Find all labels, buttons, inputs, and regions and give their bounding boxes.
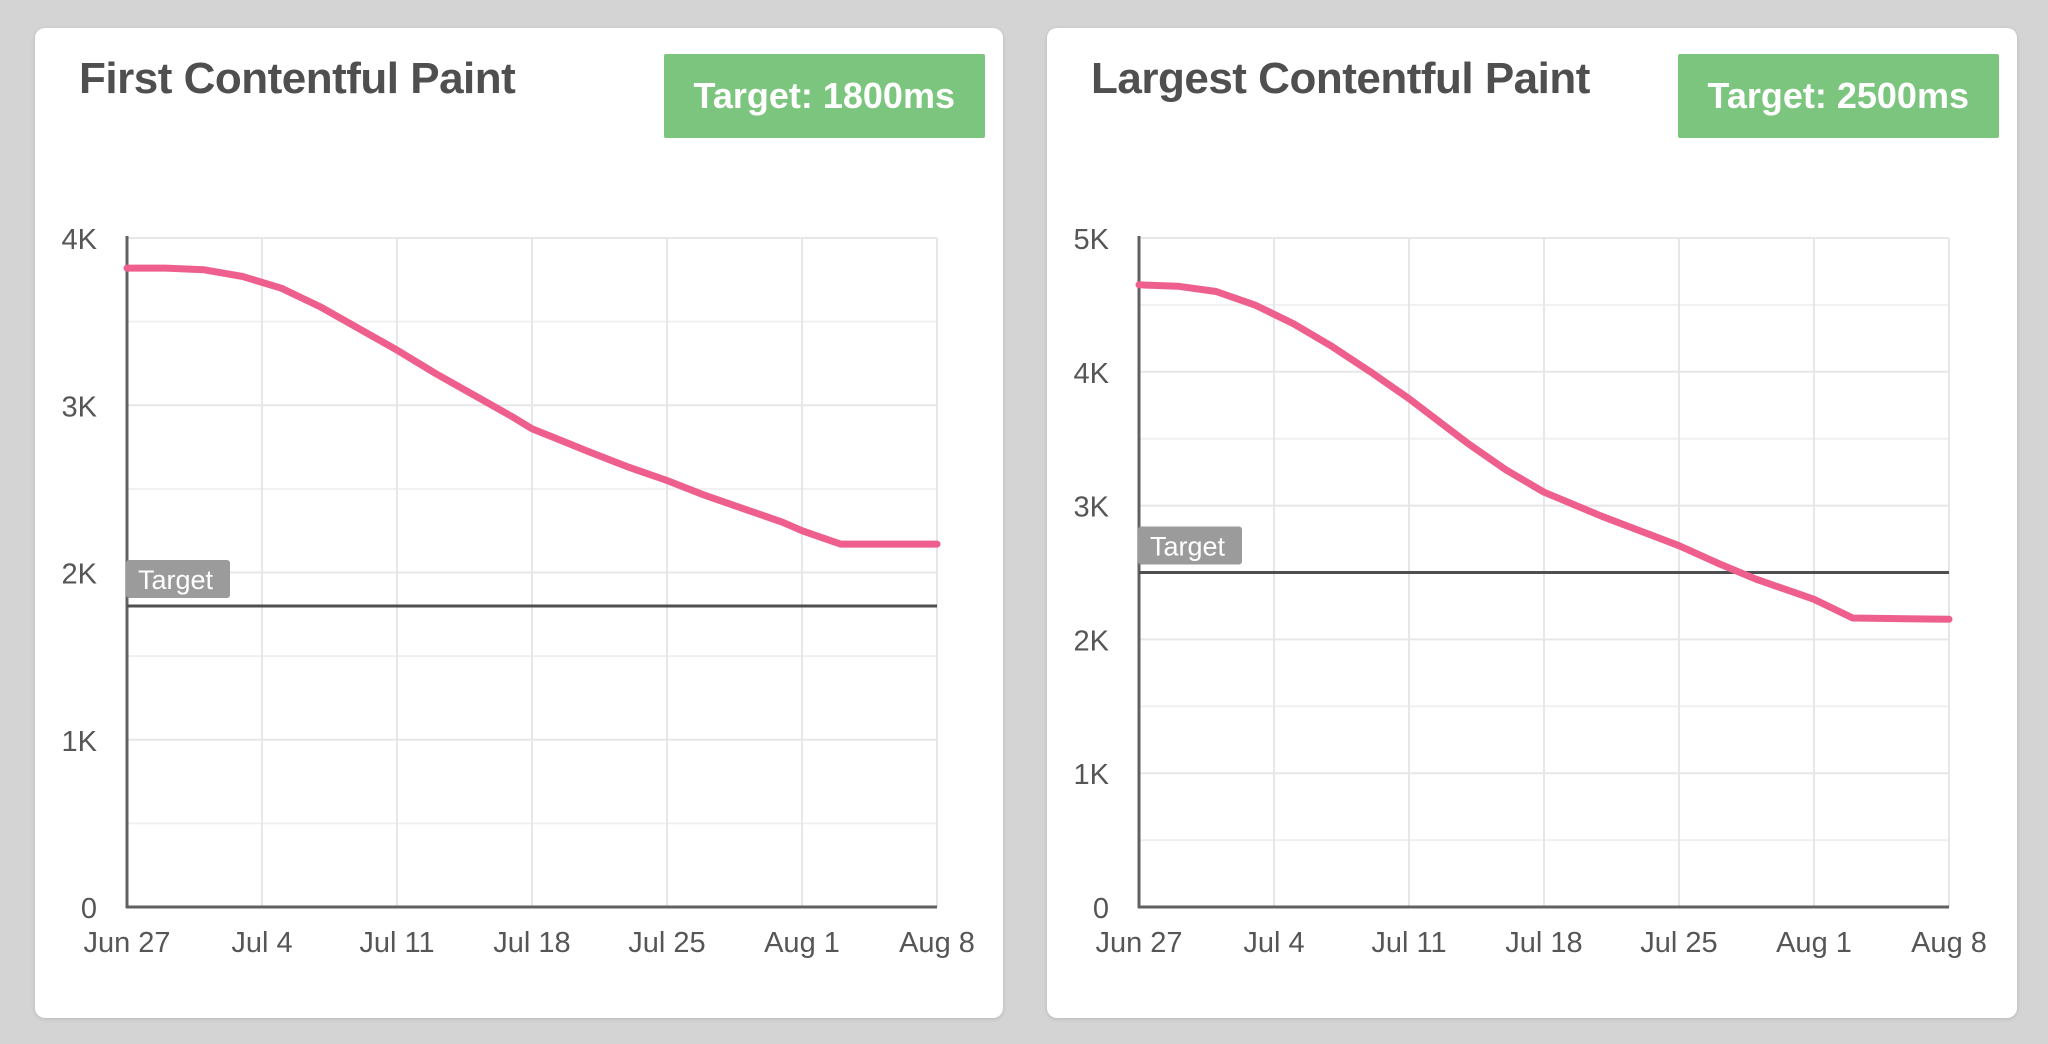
target-chip xyxy=(126,559,230,598)
y-tick-label: 1K xyxy=(62,726,98,758)
trend-line xyxy=(1135,281,1953,623)
fcp-line-chart: Target 0 1K 2K 3K 4K Jun 27 Jul 4 Jul 11 Jul 18 Ju… xyxy=(62,224,975,959)
x-tick-label: Jul 4 xyxy=(1243,927,1304,959)
x-tick-label: Jul 18 xyxy=(1505,927,1582,959)
x-tick-label: Jul 25 xyxy=(1640,927,1717,959)
lcp-line-chart: Target 0 1K 2K 3K 4K 5K Jun 27 Jul 4 Jul 11 Jul 18… xyxy=(1074,224,1987,959)
x-tick-label: Aug 8 xyxy=(899,927,975,959)
x-tick-label: Jun 27 xyxy=(83,927,170,959)
y-tick-label: 2K xyxy=(62,559,98,591)
x-tick-label: Jul 11 xyxy=(359,927,434,959)
y-tick-label: 3K xyxy=(1074,492,1110,524)
x-tick-label: Aug 8 xyxy=(1911,927,1987,959)
y-tick-label: 2K xyxy=(1074,625,1110,657)
y-tick-label: 4K xyxy=(1074,358,1110,390)
y-tick-label: 1K xyxy=(1074,759,1110,791)
y-tick-label: 3K xyxy=(62,391,98,423)
fcp-target-badge: Target: 1800ms xyxy=(663,54,985,138)
y-tick-label: 5K xyxy=(1074,224,1110,256)
x-tick-label: Jul 18 xyxy=(493,927,570,959)
x-tick-label: Jun 27 xyxy=(1095,927,1182,959)
x-tick-label: Aug 1 xyxy=(1776,927,1852,959)
fcp-card-title: First Contentful Paint xyxy=(79,54,516,103)
y-tick-label: 4K xyxy=(62,224,98,256)
target-chip xyxy=(1138,526,1242,565)
lcp-card-title: Largest Contentful Paint xyxy=(1091,54,1590,103)
x-tick-label: Jul 25 xyxy=(628,927,705,959)
x-tick-label: Jul 11 xyxy=(1371,927,1446,959)
lcp-target-badge: Target: 2500ms xyxy=(1677,54,1999,138)
x-tick-label: Jul 4 xyxy=(231,927,292,959)
y-tick-label: 0 xyxy=(1093,893,1109,925)
lcp-card: Largest Contentful Paint Target: 2500ms … xyxy=(1047,28,2017,1018)
y-tick-label: 0 xyxy=(81,893,97,925)
fcp-card: First Contentful Paint Target: 1800ms Ta… xyxy=(35,28,1003,1018)
trend-line xyxy=(123,264,941,548)
target-chip-label: Target xyxy=(138,565,214,595)
x-tick-label: Aug 1 xyxy=(764,927,840,959)
target-chip-label: Target xyxy=(1150,532,1226,562)
